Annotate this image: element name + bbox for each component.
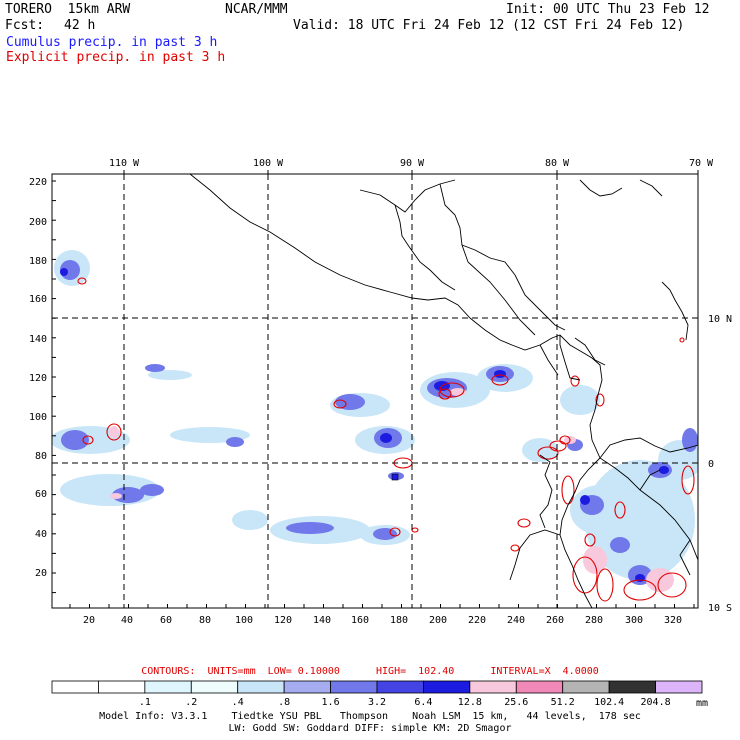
latitude-label: 10 N (708, 314, 732, 325)
colorbar-label: .8 (278, 697, 291, 708)
colorbar-swatch (515, 680, 564, 694)
colorbar-swatch (51, 680, 99, 694)
bottom-tick-label: 300 (625, 615, 643, 626)
colorbar-swatch (330, 680, 378, 694)
bottom-tick-label: 140 (313, 615, 331, 626)
bottom-tick-label: 40 (121, 615, 133, 626)
longitude-label: 70 W (689, 158, 714, 169)
left-axis-labels: 220 200 180 160 140 120 100 80 60 40 20 (29, 177, 47, 579)
colorbar-label: 25.6 (504, 697, 529, 708)
bottom-tick-label: 120 (274, 615, 292, 626)
forecast-hour: 42 h (64, 18, 96, 33)
colorbar-label: .2 (185, 697, 198, 708)
longitude-label: 80 W (545, 158, 570, 169)
cumulus-field-label: Cumulus precip. in past 3 h (6, 35, 218, 50)
colorbar-swatch (376, 680, 424, 694)
right-latitude-labels: 10 N 0 10 S (708, 314, 732, 614)
colorbar-swatch (98, 680, 146, 694)
bottom-tick-label: 60 (160, 615, 172, 626)
bottom-tick-label: 180 (390, 615, 408, 626)
bottom-tick-label: 160 (351, 615, 369, 626)
left-tick-label: 140 (29, 334, 47, 345)
colorbar-swatch (469, 680, 517, 694)
bottom-tick-label: 260 (546, 615, 564, 626)
map-frame (51, 173, 699, 609)
model-info-line1: Model Info: V3.3.1 Tiedtke YSU PBL Thomp… (99, 711, 641, 722)
colorbar-swatch (237, 680, 285, 694)
colorbar-label: 204.8 (640, 697, 671, 708)
left-tick-label: 20 (35, 568, 47, 579)
bottom-tick-label: 320 (664, 615, 682, 626)
left-tick-label: 60 (35, 489, 47, 500)
colorbar-label: 6.4 (414, 697, 433, 708)
center-label: NCAR/MMM (225, 2, 288, 17)
colorbar (51, 680, 703, 694)
left-tick-label: 160 (29, 294, 47, 305)
left-tick-label: 200 (29, 217, 47, 228)
colorbar-swatch (190, 680, 239, 694)
colorbar-label: 1.6 (321, 697, 340, 708)
colorbar-swatch (423, 680, 471, 694)
explicit-field-label: Explicit precip. in past 3 h (6, 50, 226, 65)
left-tick-label: 120 (29, 373, 47, 384)
bottom-tick-label: 80 (199, 615, 211, 626)
colorbar-label: .4 (231, 697, 244, 708)
left-tick-label: 40 (35, 529, 47, 540)
colorbar-label: 51.2 (550, 697, 575, 708)
colorbar-swatch (655, 680, 703, 694)
bottom-tick-label: 280 (585, 615, 603, 626)
top-longitude-labels: 110 W 100 W 90 W 80 W 70 W (109, 158, 714, 169)
colorbar-label: .1 (138, 697, 151, 708)
bottom-axis-labels: 20 40 60 80 100 120 140 160 180 200 220 … (83, 615, 682, 626)
left-tick-label: 180 (29, 256, 47, 267)
left-tick-label: 220 (29, 177, 47, 188)
bottom-tick-label: 240 (507, 615, 525, 626)
bottom-tick-label: 200 (429, 615, 447, 626)
bottom-tick-label: 20 (83, 615, 95, 626)
colorbar-unit: mm (696, 698, 708, 709)
init-time: Init: 00 UTC Thu 23 Feb 12 (506, 2, 710, 17)
model-title: TORERO 15km ARW (5, 2, 131, 17)
colorbar-label: 102.4 (594, 697, 625, 708)
latitude-label: 10 S (708, 603, 732, 614)
forecast-label: Fcst: (5, 18, 45, 33)
bottom-tick-label: 220 (468, 615, 486, 626)
longitude-label: 110 W (109, 158, 140, 169)
bottom-tick-label: 100 (235, 615, 253, 626)
colorbar-swatch (608, 680, 656, 694)
contour-info: CONTOURS: UNITS=mm LOW= 0.10000 HIGH= 10… (141, 666, 599, 677)
colorbar-swatch (144, 680, 192, 694)
longitude-label: 100 W (253, 158, 284, 169)
colorbar-swatch (283, 680, 331, 694)
colorbar-label: 12.8 (457, 697, 482, 708)
longitude-label: 90 W (400, 158, 425, 169)
model-info-line2: LW: Godd SW: Goddard DIFF: simple KM: 2D… (228, 723, 512, 734)
colorbar-label: 3.2 (367, 697, 387, 708)
latitude-label: 0 (708, 459, 714, 470)
colorbar-swatch (562, 680, 610, 694)
left-tick-label: 80 (35, 451, 47, 462)
precip-fields (52, 174, 698, 608)
left-tick-label: 100 (29, 412, 47, 423)
valid-time: Valid: 18 UTC Fri 24 Feb 12 (12 CST Fri … (293, 18, 685, 33)
